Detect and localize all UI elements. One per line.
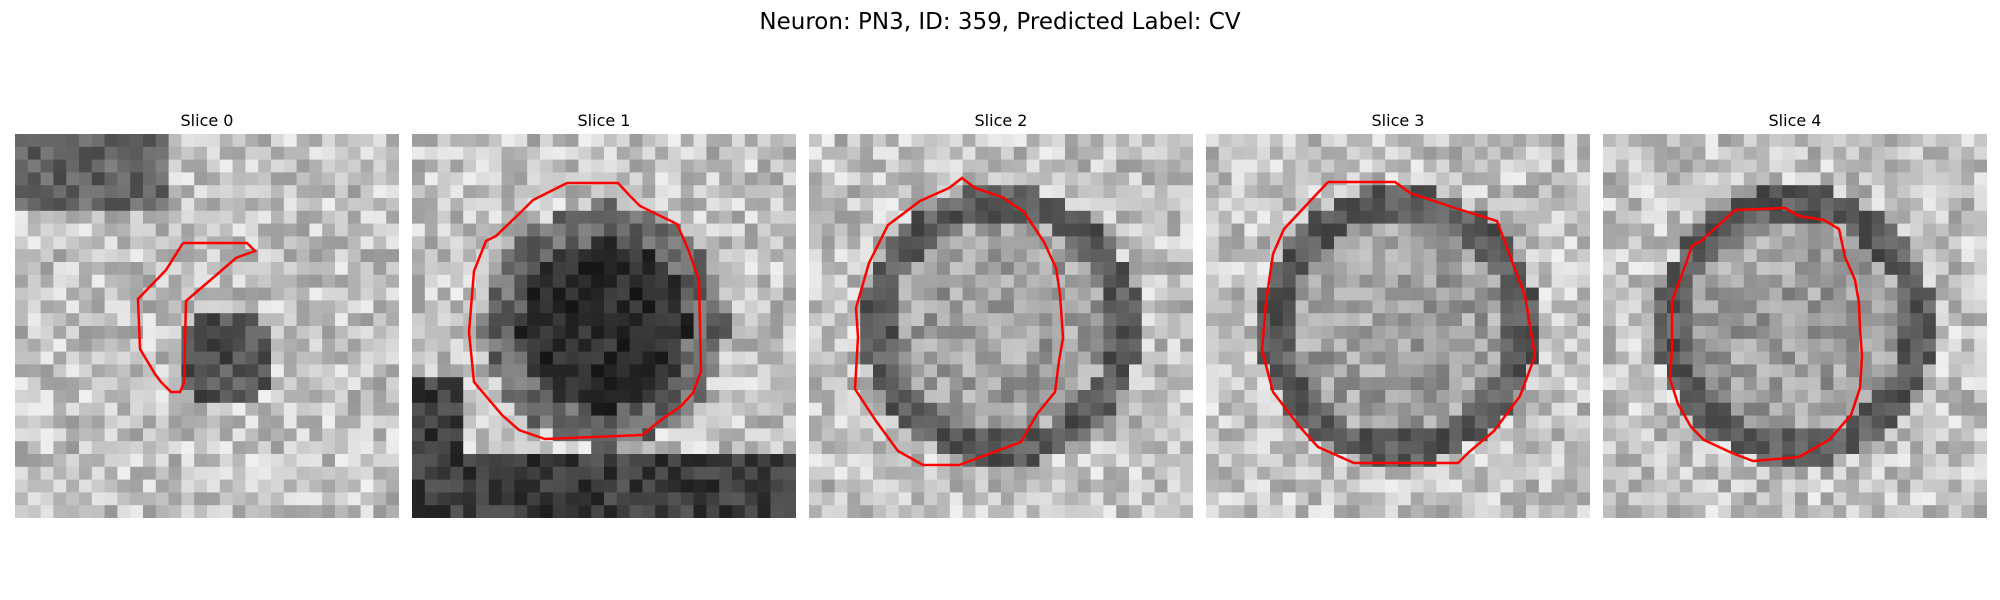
slice-title: Slice 1 xyxy=(577,111,631,130)
slice-panel-4: Slice 4 xyxy=(1603,108,1987,518)
slice-image xyxy=(1603,134,1987,518)
suptitle: Neuron: PN3, ID: 359, Predicted Label: C… xyxy=(759,9,1241,35)
segmentation-contour xyxy=(467,181,703,441)
grayscale-pixels xyxy=(15,134,399,518)
segmentation-contour xyxy=(136,241,258,394)
grayscale-pixels xyxy=(1603,134,1987,518)
slice-image xyxy=(1206,134,1590,518)
slice-image xyxy=(809,134,1193,518)
grayscale-pixels xyxy=(412,134,796,518)
segmentation-contour xyxy=(1260,180,1537,465)
segmentation-contour xyxy=(1668,206,1864,463)
grayscale-pixels xyxy=(809,134,1193,518)
slice-title: Slice 2 xyxy=(974,111,1028,130)
grayscale-pixels xyxy=(1206,134,1590,518)
slice-panel-0: Slice 0 xyxy=(15,108,399,518)
slice-panel-3: Slice 3 xyxy=(1206,108,1590,518)
slice-panel-2: Slice 2 xyxy=(809,108,1193,518)
slice-image xyxy=(412,134,796,518)
slice-title: Slice 3 xyxy=(1371,111,1425,130)
slice-panel-1: Slice 1 xyxy=(412,108,796,518)
segmentation-contour xyxy=(853,176,1065,467)
slice-image xyxy=(15,134,399,518)
slice-title: Slice 0 xyxy=(180,111,234,130)
slice-title: Slice 4 xyxy=(1768,111,1822,130)
